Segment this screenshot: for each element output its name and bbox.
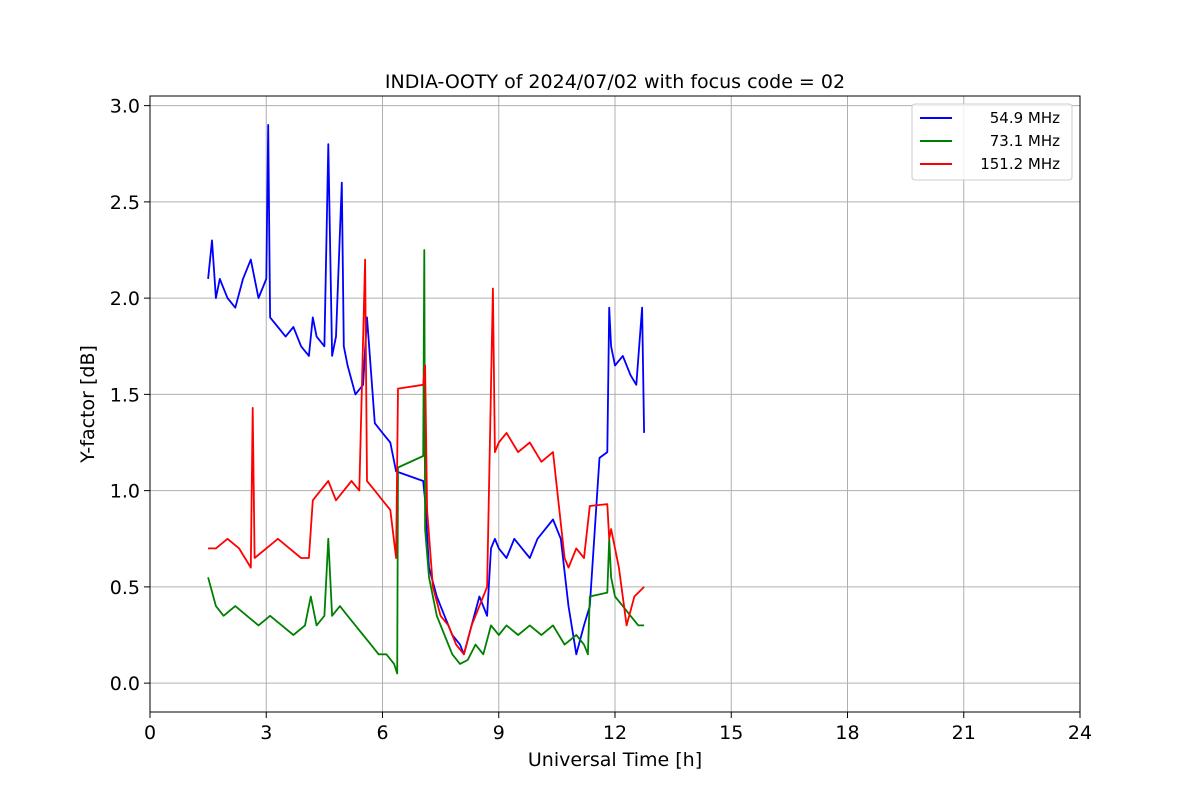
y-axis: 0.0 0.5 1.0 1.5 2.0 2.5 3.0 xyxy=(110,96,150,695)
x-tick-label: 6 xyxy=(376,722,388,744)
y-tick-label: 0.5 xyxy=(110,577,140,599)
x-tick-label: 12 xyxy=(603,722,627,744)
y-tick-label: 1.5 xyxy=(110,384,140,406)
legend-label-3: 151.2 MHz xyxy=(980,155,1060,173)
y-tick-label: 1.0 xyxy=(110,481,140,503)
legend-label-2: 73.1 MHz xyxy=(990,132,1060,150)
y-tick-label: 0.0 xyxy=(110,673,140,695)
y-tick-label: 3.0 xyxy=(110,96,140,118)
legend-label-1: 54.9 MHz xyxy=(990,109,1060,127)
series-group xyxy=(207,124,645,675)
x-tick-label: 21 xyxy=(952,722,976,744)
y-tick-label: 2.5 xyxy=(110,192,140,214)
legend: 54.9 MHz 73.1 MHz 151.2 MHz xyxy=(911,103,1073,181)
x-axis-label: Universal Time [h] xyxy=(528,749,702,771)
series-line-2 xyxy=(207,249,645,675)
x-tick-label: 24 xyxy=(1068,722,1092,744)
x-tick-label: 0 xyxy=(144,722,156,744)
x-axis: 0 3 6 9 12 15 18 21 24 xyxy=(144,712,1092,744)
series-line-3 xyxy=(208,258,645,656)
y-tick-label: 2.0 xyxy=(110,288,140,310)
x-tick-label: 9 xyxy=(493,722,505,744)
x-tick-label: 18 xyxy=(835,722,859,744)
legend-box xyxy=(911,103,1073,181)
x-tick-label: 3 xyxy=(260,722,272,744)
chart-title: INDIA-OOTY of 2024/07/02 with focus code… xyxy=(385,71,845,93)
y-axis-label: Y-factor [dB] xyxy=(77,345,99,464)
x-tick-label: 15 xyxy=(719,722,743,744)
